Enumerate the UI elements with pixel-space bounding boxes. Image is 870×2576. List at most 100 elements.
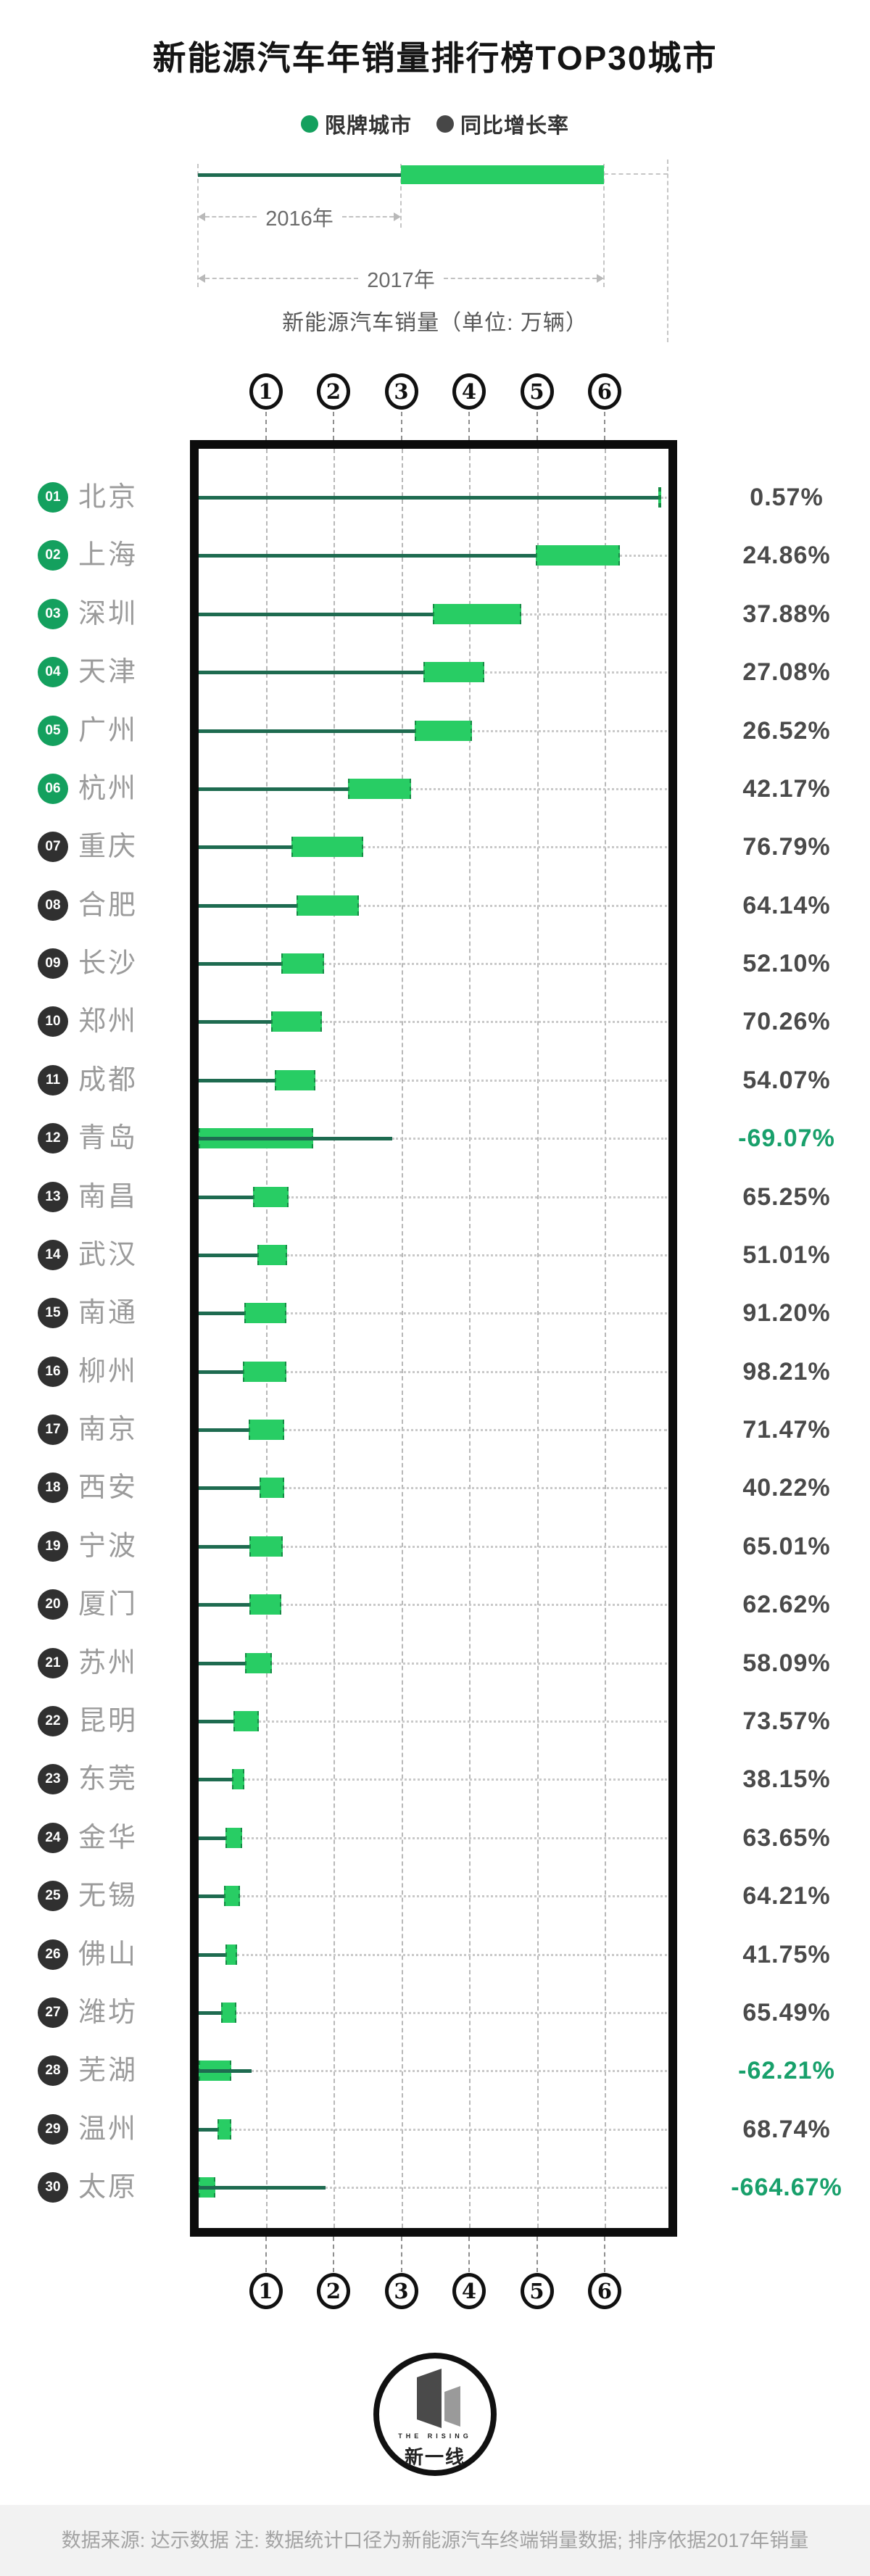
city-name: 柳州 [78, 1357, 138, 1387]
city-name: 南通 [78, 1298, 138, 1328]
rank-badge: 25 [38, 1881, 68, 1911]
year-2017-span: 2017年 [198, 265, 605, 292]
growth-label: 0.57% [750, 484, 824, 511]
sales-2016-line [199, 1662, 245, 1665]
sales-2016-line [199, 962, 281, 966]
growth-label: 37.88% [742, 600, 831, 628]
leader-dotted-line [252, 2070, 667, 2072]
axis-tick-2: 2 [317, 2273, 350, 2309]
axis-tick-4: 4 [452, 2273, 486, 2309]
city-row: 10 郑州 70.26% [0, 993, 870, 1051]
city-row: 20 厦门 62.62% [0, 1575, 870, 1633]
leader-dotted-line [392, 1138, 667, 1140]
leader-dotted-line [363, 846, 667, 848]
city-row: 30 太原 -664.67% [0, 2158, 870, 2216]
guide-line [667, 160, 668, 342]
city-name: 天津 [78, 657, 138, 687]
year-2017-label: 2017年 [367, 269, 435, 292]
rank-badge: 03 [38, 599, 68, 629]
city-row: 04 天津 27.08% [0, 643, 870, 701]
axis-tick-connector [333, 2237, 334, 2272]
sales-2016-line [199, 1079, 275, 1082]
sales-2016-line [199, 904, 297, 908]
growth-label: 40.22% [742, 1474, 831, 1502]
arrow-left-icon [198, 212, 205, 221]
rank-badge: 14 [38, 1240, 68, 1270]
gridline-4 [469, 449, 471, 2228]
sales-2016-line [199, 1196, 253, 1199]
chart-frame [190, 440, 677, 2237]
sales-2016-line [199, 1486, 260, 1490]
legend-item-growth: 同比增长率 [436, 109, 569, 139]
city-name: 厦门 [78, 1589, 138, 1620]
sales-2016-line [199, 671, 423, 674]
leader-dotted-line [286, 1312, 667, 1314]
page-title: 新能源汽车年销量排行榜TOP30城市 [152, 39, 718, 77]
city-row: 24 金华 63.65% [0, 1809, 870, 1867]
growth-label: 54.07% [742, 1067, 831, 1094]
city-row: 03 深圳 37.88% [0, 585, 870, 643]
city-row: 15 南通 91.20% [0, 1284, 870, 1342]
axis-tick-connector [400, 2237, 402, 2272]
city-row: 06 杭州 42.17% [0, 760, 870, 818]
city-row: 22 昆明 73.57% [0, 1692, 870, 1750]
sales-change-bar [423, 662, 484, 682]
gridline-6 [605, 449, 606, 2228]
city-name: 西安 [78, 1473, 138, 1503]
leader-dotted-line [473, 730, 667, 732]
growth-label: 62.62% [742, 1591, 831, 1618]
sales-change-bar [253, 1187, 289, 1207]
axis-tick-connector [604, 412, 605, 440]
rank-badge: 11 [38, 1065, 68, 1096]
leader-dotted-line [315, 1080, 667, 1082]
leader-dotted-line [324, 963, 667, 965]
legend-growth-label: 同比增长率 [460, 115, 570, 138]
city-name: 佛山 [78, 1939, 138, 1970]
rank-badge: 06 [38, 774, 68, 804]
rank-badge: 17 [38, 1415, 68, 1445]
growth-rate-dot-icon [436, 115, 454, 133]
logo-en-text: THE RISING [398, 2432, 472, 2440]
city-row: 14 武汉 51.01% [0, 1226, 870, 1284]
rising-lab-logo: THE RISING 新一线 [373, 2353, 497, 2476]
leader-dotted-line [231, 2129, 667, 2131]
axis-tick-3: 3 [384, 2273, 418, 2309]
rank-badge: 05 [38, 716, 68, 746]
gridline-1 [265, 449, 268, 2228]
rank-badge: 01 [38, 482, 68, 513]
growth-label: 71.47% [742, 1416, 831, 1444]
growth-label: 65.01% [742, 1533, 831, 1560]
axis-tick-2: 2 [317, 373, 350, 410]
city-row: 08 合肥 64.14% [0, 877, 870, 935]
axis-tick-connector [333, 412, 334, 440]
growth-label: -664.67% [731, 2174, 842, 2201]
sample-2017-bar [401, 165, 604, 184]
leader-dotted-line [284, 1429, 667, 1431]
gridline-3 [401, 449, 403, 2228]
logo-cn-text: 新一线 [404, 2446, 465, 2468]
sales-change-bar [243, 1362, 286, 1382]
growth-label: 41.75% [742, 1941, 831, 1968]
city-row: 21 苏州 58.09% [0, 1634, 870, 1692]
growth-label: 58.09% [742, 1649, 831, 1677]
city-name: 金华 [78, 1823, 138, 1853]
axis-tick-connector [265, 2237, 267, 2272]
rank-badge: 26 [38, 1939, 68, 1970]
rank-badge: 20 [38, 1589, 68, 1620]
city-name: 苏州 [78, 1648, 138, 1678]
growth-label: 38.15% [742, 1765, 831, 1793]
sales-2016-line [199, 1545, 249, 1549]
leader-dotted-line [287, 1254, 667, 1256]
leader-dotted-line [236, 2012, 667, 2014]
leader-dotted-line [286, 1371, 667, 1373]
sales-change-bar [225, 1945, 237, 1965]
leader-dotted-line [237, 1954, 667, 1956]
sales-2016-line [199, 2128, 218, 2132]
city-name: 温州 [78, 2114, 138, 2145]
growth-label: 98.21% [742, 1358, 831, 1386]
axis-tick-connector [468, 2237, 470, 2272]
sales-change-bar [415, 721, 472, 741]
city-name: 南昌 [78, 1182, 138, 1212]
sales-change-bar [249, 1536, 283, 1557]
rank-badge: 22 [38, 1706, 68, 1736]
